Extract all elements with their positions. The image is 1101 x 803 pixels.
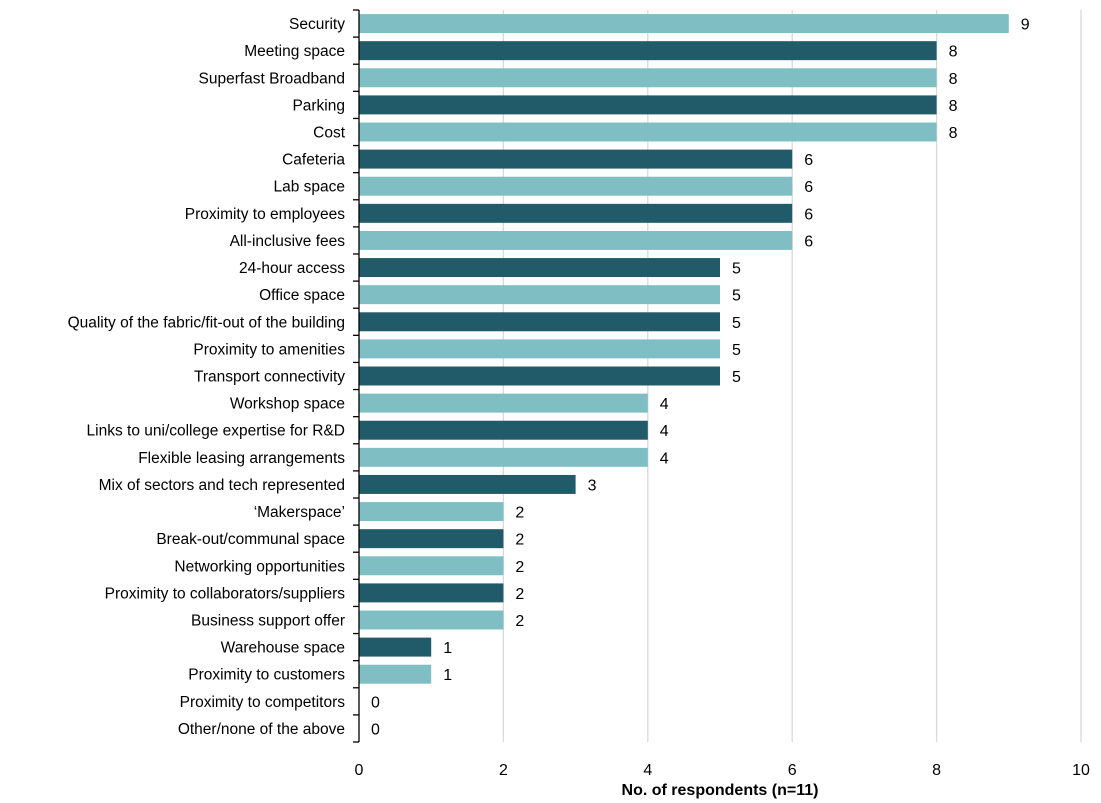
bar — [359, 122, 937, 142]
x-tick-label: 10 — [1072, 762, 1090, 779]
category-label: Mix of sectors and tech represented — [99, 477, 345, 494]
category-label: Superfast Broadband — [199, 70, 346, 87]
data-label: 8 — [949, 71, 958, 88]
data-label: 6 — [804, 206, 813, 223]
category-label: Flexible leasing arrangements — [138, 450, 345, 467]
data-label: 4 — [660, 450, 669, 467]
bar — [359, 203, 793, 223]
x-tick-label: 6 — [788, 762, 797, 779]
bar — [359, 447, 648, 467]
x-tick-label: 8 — [932, 762, 941, 779]
data-label: 0 — [371, 694, 380, 711]
data-label: 2 — [515, 505, 524, 522]
bar — [359, 529, 504, 549]
category-label: Warehouse space — [221, 640, 345, 657]
category-label: Parking — [292, 97, 345, 114]
category-label: Proximity to competitors — [180, 694, 346, 711]
bar — [359, 393, 648, 413]
bar — [359, 664, 432, 684]
bar — [359, 95, 937, 115]
category-label: Proximity to amenities — [193, 341, 345, 358]
bars — [359, 14, 1009, 684]
bar — [359, 230, 793, 250]
x-axis-title: No. of respondents (n=11) — [622, 782, 819, 799]
bar — [359, 14, 1009, 34]
category-label: Meeting space — [244, 43, 345, 60]
data-label: 4 — [660, 423, 669, 440]
category-label: 24-hour access — [239, 260, 345, 277]
bar — [359, 68, 937, 88]
bar — [359, 556, 504, 576]
data-labels: 9 8 8 8 8 6 6 6 6 5 5 5 5 5 4 4 4 3 2 2 2 2 2 1 1 0 0 — [371, 17, 1030, 739]
bar — [359, 176, 793, 196]
axes: 0 2 4 6 8 10 — [353, 9, 1090, 779]
category-label: Proximity to employees — [185, 206, 345, 223]
category-label: Cafeteria — [282, 152, 345, 169]
category-label: Proximity to collaborators/suppliers — [105, 585, 346, 602]
bar — [359, 339, 720, 359]
data-label: 6 — [804, 233, 813, 250]
data-label: 3 — [588, 477, 597, 494]
bar — [359, 583, 504, 603]
bar — [359, 637, 432, 657]
data-label: 2 — [515, 613, 524, 630]
category-label: Transport connectivity — [194, 369, 345, 386]
data-label: 2 — [515, 586, 524, 603]
category-labels: Security Meeting space Superfast Broadband… — [68, 16, 346, 738]
data-label: 5 — [732, 369, 741, 386]
data-label: 8 — [949, 125, 958, 142]
data-label: 5 — [732, 288, 741, 305]
category-label: Other/none of the above — [178, 721, 345, 738]
bar — [359, 474, 576, 494]
category-label: Networking opportunities — [174, 558, 345, 575]
category-label: Break-out/communal space — [156, 531, 345, 548]
data-label: 1 — [443, 640, 452, 657]
category-label: ‘Makerspace’ — [254, 504, 345, 521]
bar — [359, 258, 720, 278]
x-tick-label: 4 — [643, 762, 652, 779]
data-label: 6 — [804, 152, 813, 169]
category-label: Proximity to customers — [188, 667, 345, 684]
data-label: 8 — [949, 98, 958, 115]
data-label: 2 — [515, 559, 524, 576]
x-tick-label: 0 — [355, 762, 364, 779]
data-label: 8 — [949, 44, 958, 61]
data-label: 1 — [443, 667, 452, 684]
bar — [359, 41, 937, 61]
data-label: 9 — [1021, 17, 1030, 34]
category-label: Security — [289, 16, 345, 33]
bar — [359, 285, 720, 305]
bar — [359, 149, 793, 169]
x-tick-label: 2 — [499, 762, 508, 779]
category-label: Workshop space — [230, 396, 345, 413]
data-label: 6 — [804, 179, 813, 196]
category-label: Links to uni/college expertise for R&D — [87, 423, 345, 440]
category-label: Lab space — [273, 179, 345, 196]
data-label: 4 — [660, 396, 669, 413]
data-label: 5 — [732, 315, 741, 332]
bar — [359, 502, 504, 522]
category-label: Cost — [313, 125, 346, 142]
category-label: Quality of the fabric/fit-out of the bui… — [68, 314, 345, 331]
bar — [359, 420, 648, 440]
data-label: 5 — [732, 342, 741, 359]
data-label: 5 — [732, 261, 741, 278]
data-label: 0 — [371, 721, 380, 738]
data-label: 2 — [515, 532, 524, 549]
category-label: Business support offer — [191, 613, 345, 630]
bar — [359, 610, 504, 630]
bar — [359, 366, 720, 386]
bar — [359, 312, 720, 332]
category-label: Office space — [259, 287, 345, 304]
category-label: All-inclusive fees — [230, 233, 346, 250]
